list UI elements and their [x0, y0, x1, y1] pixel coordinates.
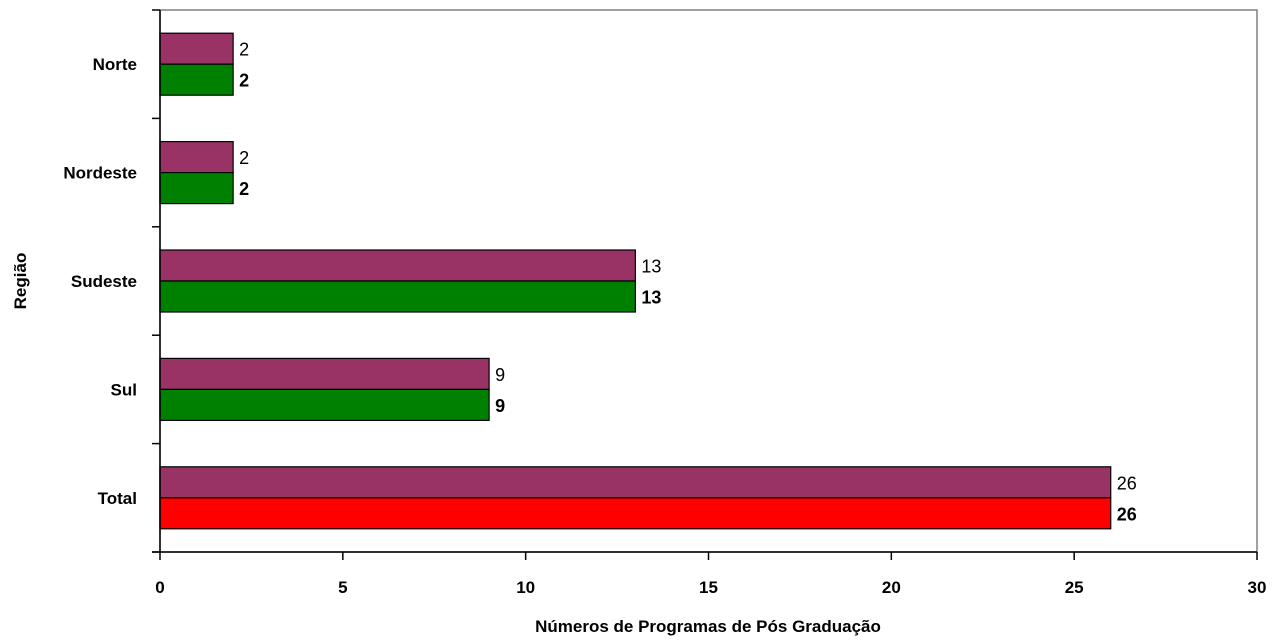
x-tick-label-10: 10 — [516, 578, 535, 597]
bar-nordeste-series-2 — [159, 172, 234, 205]
bar-norte-series-1 — [159, 32, 234, 65]
x-axis-title: Números de Programas de Pós Graduação — [535, 617, 881, 636]
bar-sudeste-series-1 — [159, 249, 636, 282]
value-label-norte-series-1: 2 — [239, 40, 249, 60]
value-label-nordeste-series-1: 2 — [239, 148, 249, 168]
value-labels-layer: 2 2 2 2 13 13 9 9 26 26 — [239, 40, 1137, 525]
x-tick-label-25: 25 — [1065, 578, 1084, 597]
value-label-sul-series-1: 9 — [495, 365, 505, 385]
value-label-total-series-1: 26 — [1117, 473, 1137, 493]
bar-nordeste-series-1 — [159, 141, 234, 174]
category-label-total: Total — [98, 489, 137, 508]
bar-norte-series-2 — [159, 63, 234, 96]
bar-sul-series-1 — [159, 357, 490, 390]
bar-total-series-1 — [159, 466, 1112, 499]
category-label-sudeste: Sudeste — [71, 272, 137, 291]
bar-sul-series-2 — [159, 388, 490, 421]
category-label-nordeste: Nordeste — [63, 164, 137, 183]
bar-sudeste-series-2 — [159, 280, 636, 313]
bar-total-series-2 — [159, 497, 1112, 530]
y-axis-title: Região — [11, 253, 30, 310]
value-label-total-series-2: 26 — [1117, 504, 1137, 524]
category-label-sul: Sul — [111, 380, 137, 399]
value-label-sudeste-series-1: 13 — [641, 257, 661, 277]
x-tick-label-20: 20 — [882, 578, 901, 597]
bars-layer — [159, 32, 1112, 530]
value-label-nordeste-series-2: 2 — [239, 179, 249, 199]
axes-layer: Norte Nordeste Sudeste Sul Total 0 5 10 15 20 25 30 — [63, 9, 1267, 597]
x-tick-label-30: 30 — [1248, 578, 1267, 597]
x-tick-label-0: 0 — [155, 578, 164, 597]
x-tick-label-5: 5 — [338, 578, 347, 597]
category-label-norte: Norte — [93, 55, 137, 74]
value-label-sudeste-series-2: 13 — [641, 288, 661, 308]
x-tick-label-15: 15 — [699, 578, 718, 597]
value-label-norte-series-2: 2 — [239, 71, 249, 91]
value-label-sul-series-2: 9 — [495, 396, 505, 416]
